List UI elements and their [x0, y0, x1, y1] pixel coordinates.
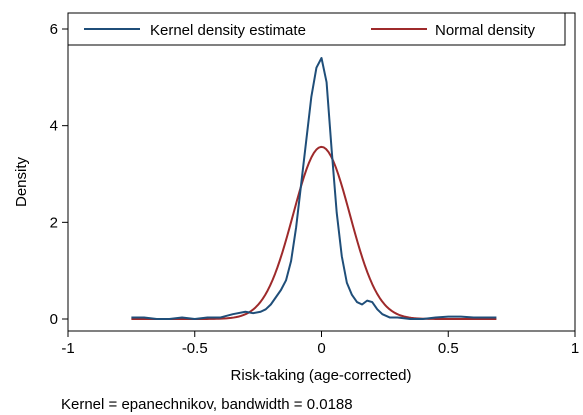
- legend-label-kernel: Kernel density estimate: [150, 22, 306, 39]
- x-tick-label: -1: [61, 340, 74, 357]
- normal-density-line: [131, 145, 497, 320]
- y-axis-label: Density: [13, 156, 30, 207]
- series-layer: [131, 57, 497, 320]
- kernel-density-line: [131, 57, 497, 320]
- y-tick-label: 4: [50, 118, 58, 135]
- y-tick-label: 0: [50, 311, 58, 328]
- y-tick-label: 2: [50, 214, 58, 231]
- axes: 0 2 4 6 -1 -0.5 0 0.5 1: [50, 12, 579, 357]
- y-tick-label: 6: [50, 21, 58, 38]
- x-tick-label: 0: [317, 340, 325, 357]
- legend-label-normal: Normal density: [435, 22, 536, 39]
- kernel-note: Kernel = epanechnikov, bandwidth = 0.018…: [61, 396, 353, 413]
- x-axis-label: Risk-taking (age-corrected): [231, 367, 412, 384]
- legend: Kernel density estimate Normal density: [67, 12, 566, 46]
- x-tick-label: -0.5: [182, 340, 208, 357]
- x-tick-label: 0.5: [438, 340, 459, 357]
- legend-box: [67, 12, 566, 46]
- x-tick-label: 1: [571, 340, 579, 357]
